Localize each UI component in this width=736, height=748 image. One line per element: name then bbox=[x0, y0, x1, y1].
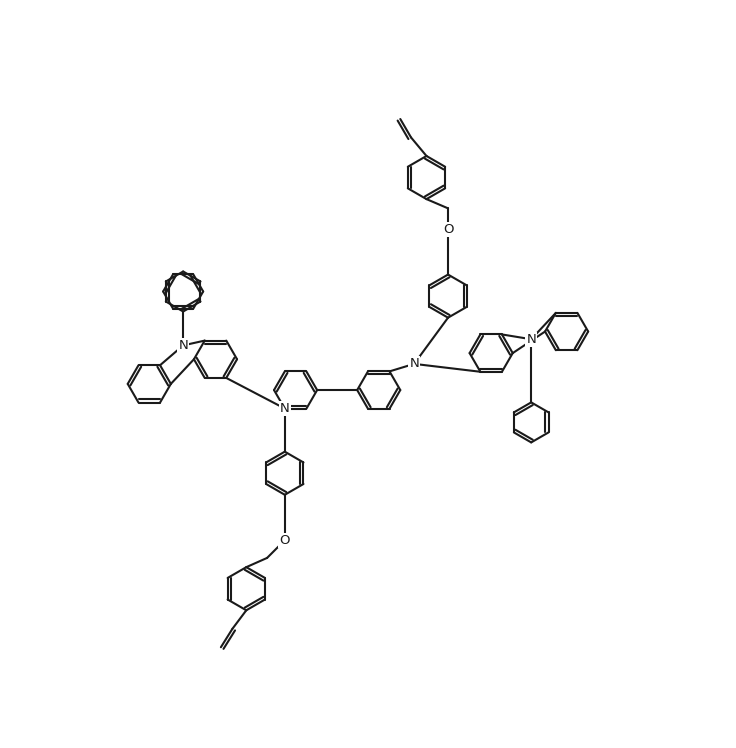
Text: N: N bbox=[280, 402, 290, 415]
Text: O: O bbox=[443, 224, 453, 236]
Text: O: O bbox=[280, 534, 290, 547]
Text: N: N bbox=[409, 358, 419, 370]
Text: N: N bbox=[526, 333, 536, 346]
Text: N: N bbox=[178, 339, 188, 352]
